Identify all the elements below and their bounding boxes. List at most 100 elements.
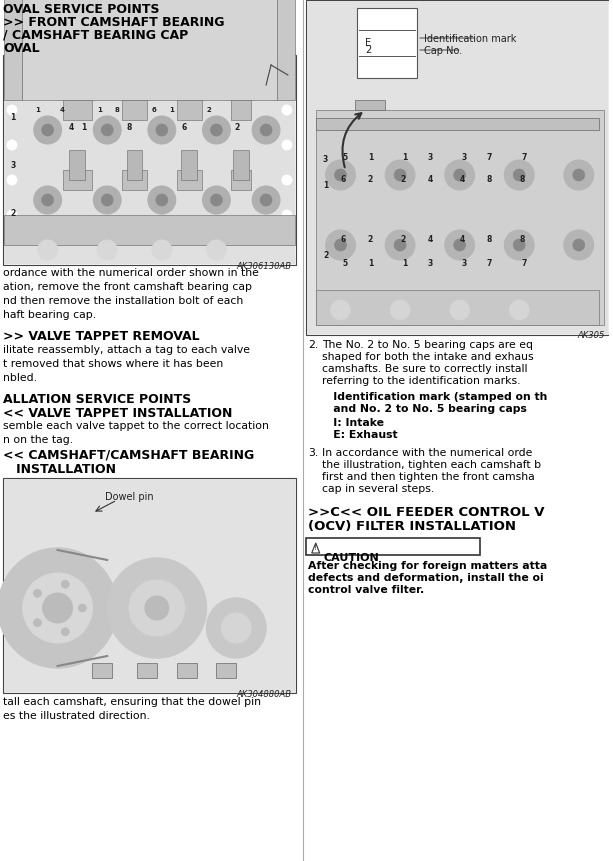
Bar [234, 150, 249, 180]
Text: << CAMSHAFT/CAMSHAFT BEARING: << CAMSHAFT/CAMSHAFT BEARING [3, 449, 254, 462]
Text: OVAL: OVAL [3, 42, 40, 55]
Text: 5: 5 [343, 152, 348, 162]
Text: 7: 7 [487, 152, 492, 162]
Text: defects and deformation, install the oi: defects and deformation, install the oi [308, 573, 543, 583]
Circle shape [450, 300, 470, 320]
Text: 3: 3 [427, 258, 433, 268]
Circle shape [42, 194, 53, 206]
Circle shape [129, 580, 185, 636]
Text: 3: 3 [10, 160, 15, 170]
Text: 4: 4 [460, 236, 465, 245]
Text: 3: 3 [462, 258, 467, 268]
Text: 3: 3 [323, 156, 328, 164]
Text: 4: 4 [60, 107, 65, 113]
Text: 6: 6 [341, 236, 346, 245]
Circle shape [282, 140, 292, 150]
Circle shape [145, 596, 169, 620]
Text: 3.: 3. [308, 448, 318, 458]
Text: camshafts. Be sure to correctly install: camshafts. Be sure to correctly install [322, 364, 527, 374]
Bar [122, 100, 147, 120]
Text: 6: 6 [341, 176, 346, 184]
Bar [122, 170, 147, 190]
Circle shape [93, 116, 121, 144]
Text: 2: 2 [323, 251, 328, 259]
Circle shape [445, 230, 474, 260]
Bar [306, 1, 607, 334]
Circle shape [97, 240, 117, 260]
Bar [22, 0, 277, 100]
Circle shape [394, 169, 406, 181]
Circle shape [282, 105, 292, 115]
Text: Dowel pin: Dowel pin [105, 492, 153, 502]
Circle shape [202, 116, 230, 144]
Bar [357, 8, 417, 78]
Text: 8: 8 [519, 236, 525, 245]
Bar [137, 663, 157, 678]
Circle shape [513, 239, 525, 251]
Circle shape [93, 186, 121, 214]
Text: 2: 2 [368, 236, 373, 245]
Circle shape [454, 239, 466, 251]
Text: 1: 1 [368, 258, 373, 268]
Text: (OCV) FILTER INSTALLATION: (OCV) FILTER INSTALLATION [308, 520, 516, 533]
Circle shape [330, 300, 351, 320]
Circle shape [107, 558, 207, 658]
Bar [216, 663, 236, 678]
Circle shape [282, 175, 292, 185]
Circle shape [210, 194, 223, 206]
Text: 7: 7 [522, 258, 527, 268]
Text: 1: 1 [169, 107, 174, 113]
Circle shape [252, 116, 280, 144]
Bar [4, 215, 295, 245]
Bar [177, 663, 197, 678]
Text: 1: 1 [368, 152, 373, 162]
Text: 2: 2 [10, 208, 15, 218]
Text: 2: 2 [400, 176, 406, 184]
Circle shape [34, 186, 61, 214]
Text: first and then tighten the front camsha: first and then tighten the front camsha [322, 472, 535, 482]
Circle shape [564, 230, 593, 260]
Text: E: E [365, 38, 371, 48]
Circle shape [43, 593, 72, 623]
Circle shape [148, 116, 176, 144]
Text: 2: 2 [400, 236, 406, 245]
Text: 2: 2 [365, 45, 371, 55]
Bar [316, 118, 599, 130]
Circle shape [34, 116, 61, 144]
Text: >>C<< OIL FEEDER CONTROL V: >>C<< OIL FEEDER CONTROL V [308, 506, 544, 519]
Circle shape [509, 300, 529, 320]
Text: 8: 8 [127, 122, 132, 132]
Text: referring to the identification marks.: referring to the identification marks. [322, 376, 520, 386]
Circle shape [34, 589, 42, 598]
Circle shape [573, 239, 585, 251]
Bar [3, 55, 296, 265]
Bar [4, 0, 22, 100]
Circle shape [564, 160, 593, 190]
Text: I: Intake: I: Intake [322, 418, 384, 428]
Bar [126, 150, 142, 180]
Text: AK304880AB: AK304880AB [237, 690, 292, 699]
Circle shape [252, 186, 280, 214]
Text: ALLATION SERVICE POINTS: ALLATION SERVICE POINTS [3, 393, 191, 406]
Text: >> FRONT CAMSHAFT BEARING: >> FRONT CAMSHAFT BEARING [3, 16, 224, 29]
Text: 2.: 2. [308, 340, 318, 350]
Bar [231, 100, 251, 120]
Text: 8: 8 [487, 176, 492, 184]
Text: 4: 4 [427, 176, 433, 184]
Circle shape [394, 239, 406, 251]
Text: and No. 2 to No. 5 bearing caps: and No. 2 to No. 5 bearing caps [322, 404, 527, 414]
Text: 8: 8 [519, 176, 525, 184]
Text: 1: 1 [402, 258, 408, 268]
Circle shape [573, 169, 585, 181]
Text: 4: 4 [460, 176, 465, 184]
Bar [356, 100, 385, 110]
Text: tall each camshaft, ensuring that the dowel pin
es the illustrated direction.: tall each camshaft, ensuring that the do… [3, 697, 261, 721]
Circle shape [207, 598, 266, 658]
Bar [4, 56, 295, 264]
Circle shape [156, 124, 168, 136]
Bar [63, 170, 93, 190]
Text: 1: 1 [10, 113, 15, 121]
Text: 1: 1 [97, 107, 102, 113]
Circle shape [202, 186, 230, 214]
Circle shape [454, 169, 466, 181]
